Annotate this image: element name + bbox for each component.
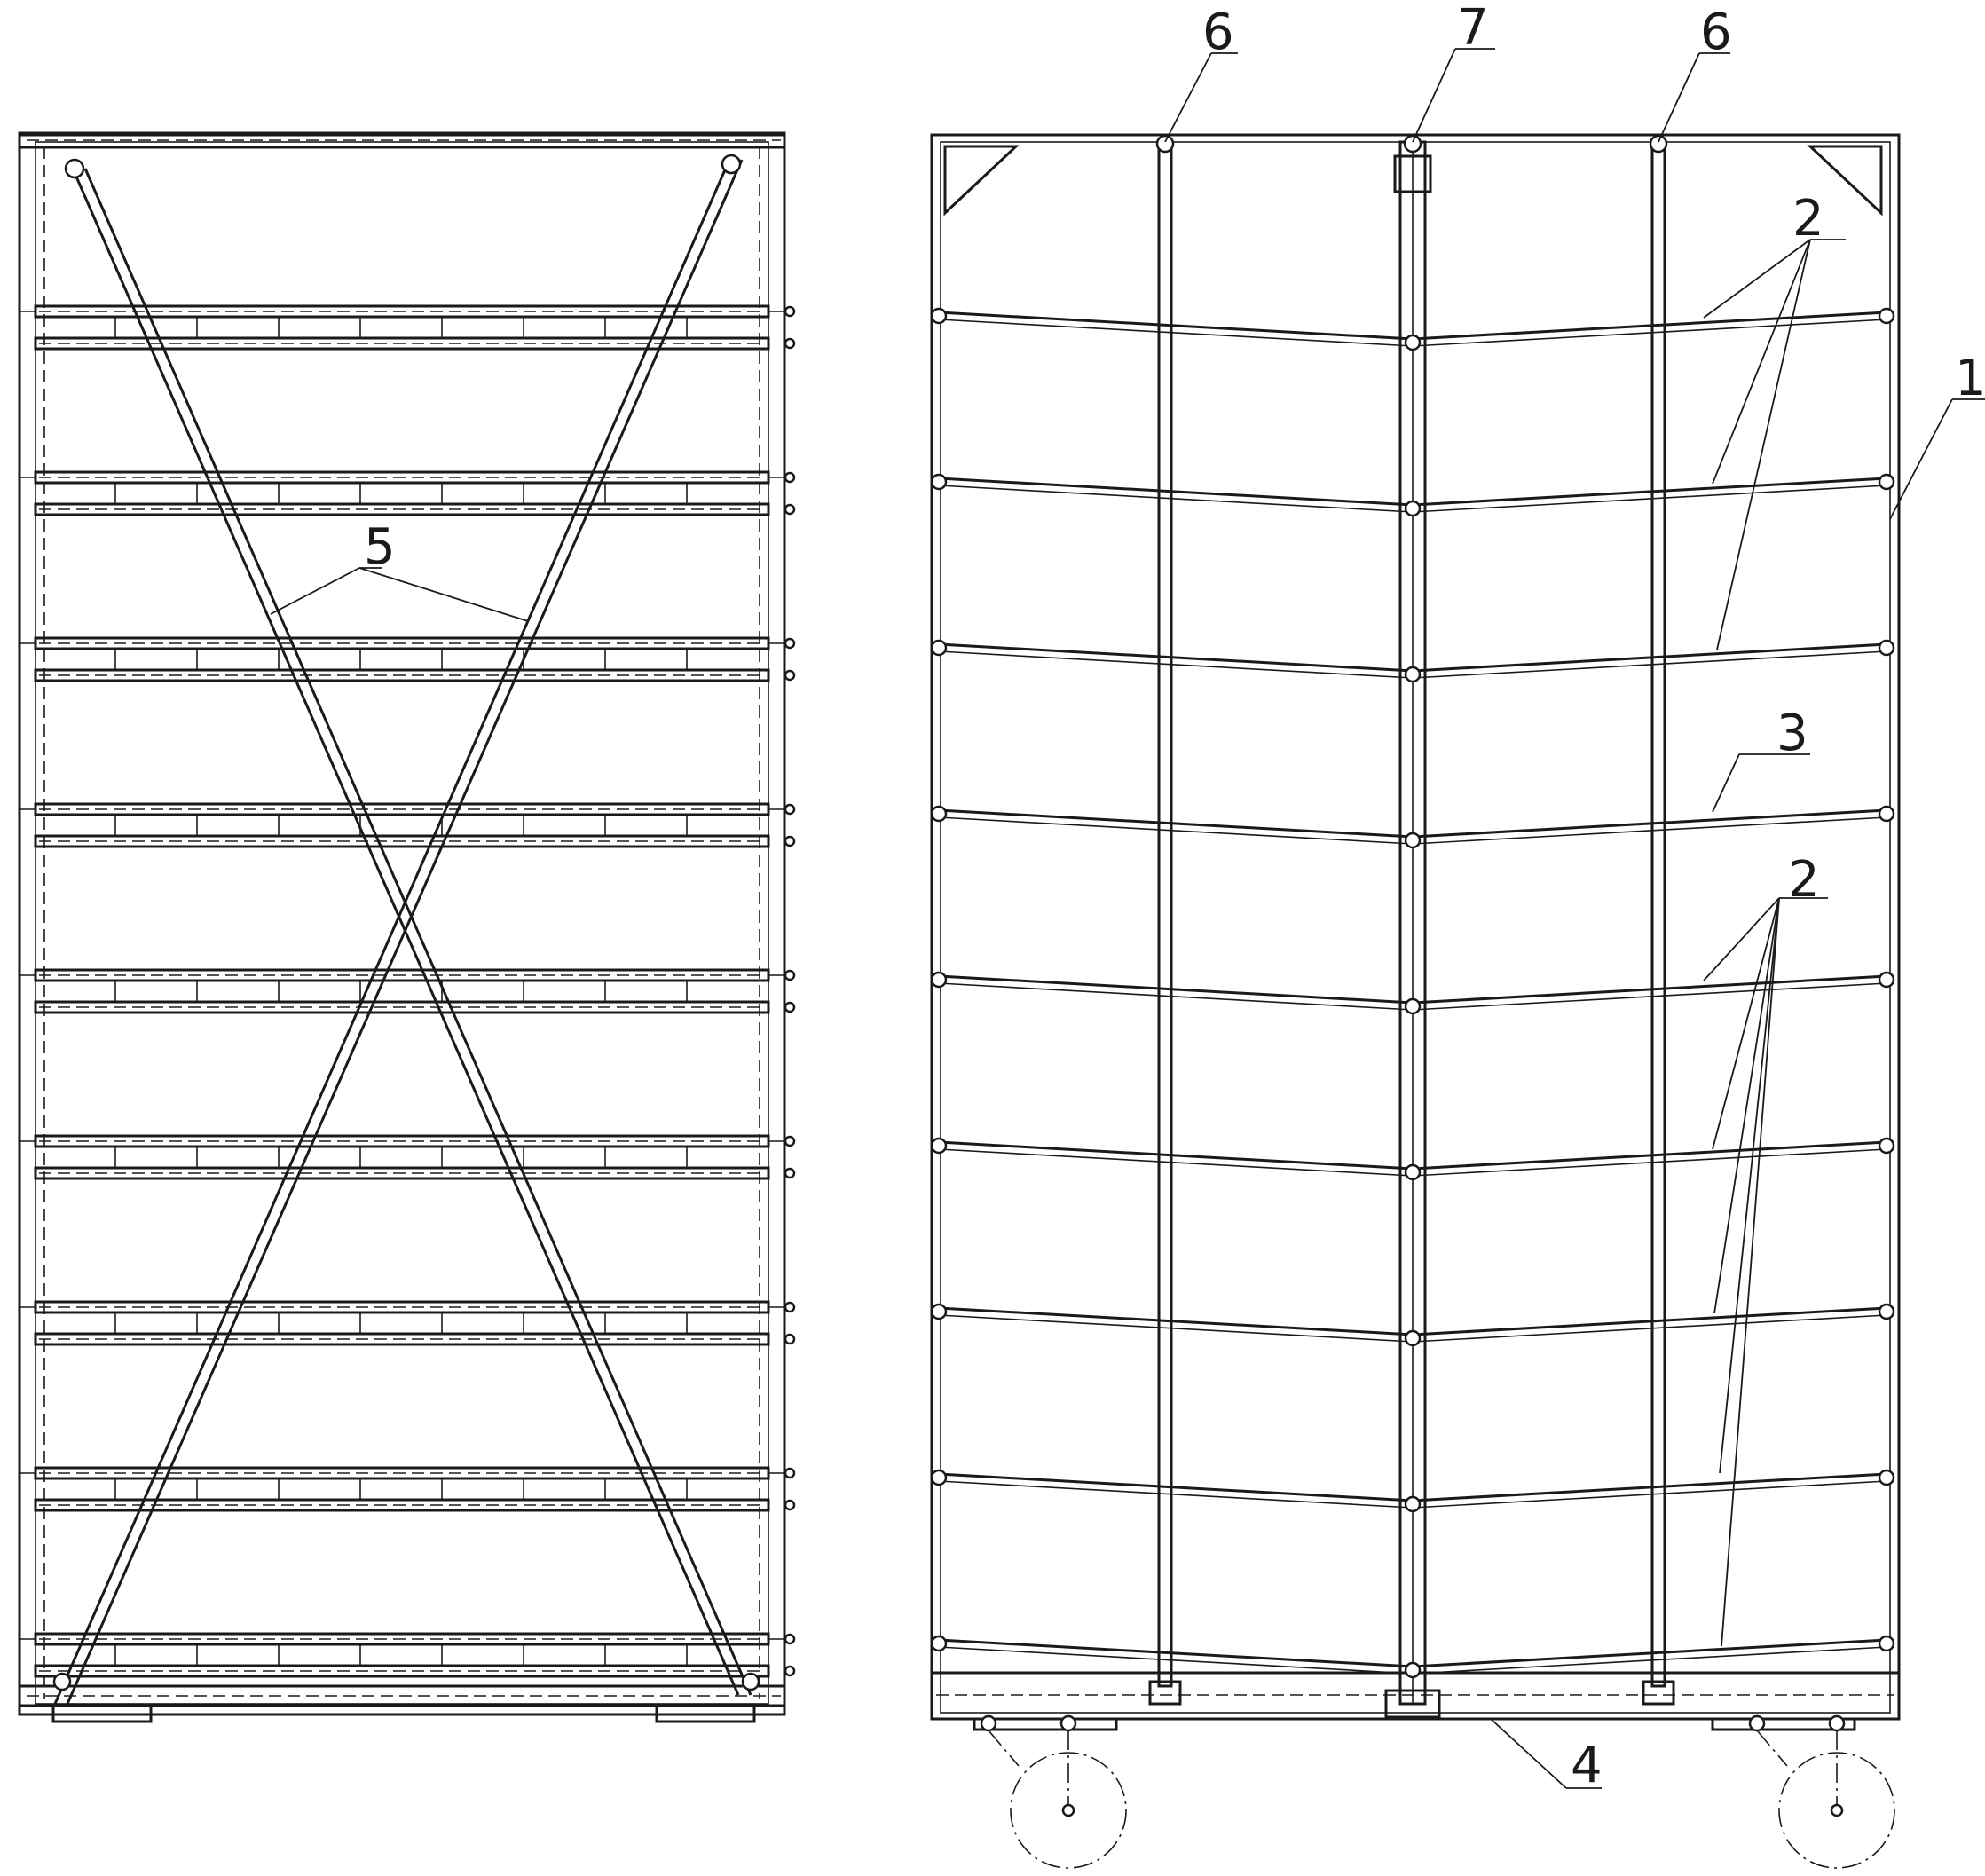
shelf-rod bbox=[930, 1137, 1895, 1181]
caster-right bbox=[1748, 1714, 1895, 1869]
base-4 bbox=[930, 1671, 1901, 1721]
shelf bbox=[20, 1632, 796, 1678]
callout-5: 5 bbox=[270, 518, 529, 622]
shelf-rod bbox=[930, 307, 1895, 351]
shelf-rod bbox=[930, 1635, 1895, 1679]
left-view-rack bbox=[18, 131, 796, 1723]
callout-label-6-right: 6 bbox=[1700, 4, 1732, 61]
gusset-right bbox=[1807, 145, 1883, 217]
vertical-post-6-left bbox=[1157, 140, 1173, 1688]
callout-4: 4 bbox=[1490, 1718, 1603, 1794]
vertical-post-6-right bbox=[1650, 140, 1666, 1688]
left-frame-outline bbox=[18, 133, 786, 1716]
shelf bbox=[20, 636, 796, 682]
callout-label-3: 3 bbox=[1776, 705, 1808, 762]
shelf-rod bbox=[930, 1469, 1895, 1513]
diagonal-brace-5 bbox=[53, 159, 752, 1705]
callout-label-2-upper: 2 bbox=[1792, 190, 1824, 248]
callout-label-7: 7 bbox=[1457, 0, 1489, 57]
callout-6-left: 6 bbox=[1164, 4, 1238, 143]
right-shelf-rods bbox=[930, 307, 1895, 1679]
callout-6-right: 6 bbox=[1658, 4, 1732, 143]
shelf bbox=[20, 1466, 796, 1512]
callout-7: 7 bbox=[1412, 0, 1495, 143]
callout-1: 1 bbox=[1889, 350, 1985, 520]
shelf bbox=[20, 470, 796, 516]
callout-2-upper: 2 bbox=[1703, 190, 1846, 650]
shelf bbox=[20, 968, 796, 1014]
caster-left bbox=[980, 1714, 1127, 1869]
callout-label-6-left: 6 bbox=[1202, 4, 1234, 61]
left-top-rail bbox=[18, 131, 786, 149]
shelf-rod bbox=[930, 1303, 1895, 1347]
right-view-rack bbox=[930, 133, 1901, 1869]
callout-3: 3 bbox=[1712, 705, 1810, 813]
left-shelves bbox=[20, 304, 796, 1678]
callout-label-2-lower: 2 bbox=[1788, 851, 1820, 909]
shelf-rod bbox=[930, 639, 1895, 683]
callout-label-1: 1 bbox=[1955, 350, 1985, 407]
shelf bbox=[20, 1300, 796, 1346]
left-frame-inner bbox=[35, 141, 769, 1705]
callout-label-4: 4 bbox=[1571, 1737, 1603, 1794]
callout-2-lower: 2 bbox=[1703, 851, 1828, 1647]
shelf bbox=[20, 802, 796, 848]
shelf-rod bbox=[930, 971, 1895, 1015]
shelf-rod bbox=[930, 805, 1895, 849]
gusset-left bbox=[943, 145, 1020, 217]
callout-label-5: 5 bbox=[364, 518, 396, 576]
shelf bbox=[20, 1134, 796, 1180]
shelf-rod bbox=[930, 473, 1895, 517]
